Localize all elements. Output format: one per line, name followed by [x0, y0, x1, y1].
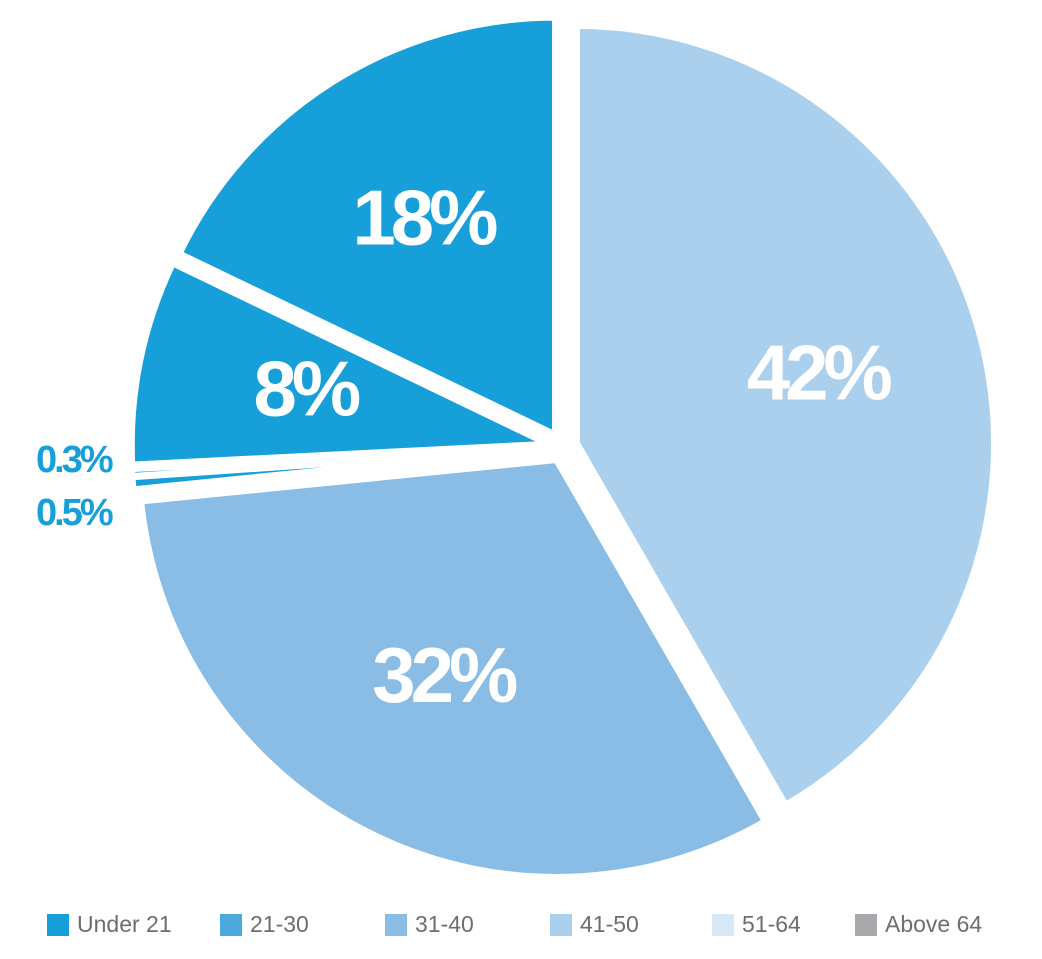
slice-label: 18% [352, 174, 497, 262]
pie-slice [573, 21, 999, 811]
legend-label: 41-50 [580, 911, 639, 937]
pie-slice [174, 13, 560, 441]
legend-swatch [712, 914, 734, 936]
slice-label: 42% [747, 328, 892, 416]
legend-swatch [385, 914, 407, 936]
legend-label: Above 64 [885, 911, 982, 937]
legend-swatch [47, 914, 69, 936]
slice-label: 8% [254, 344, 360, 432]
legend-label: 21-30 [250, 911, 309, 937]
slice-label: 0.5% [36, 492, 113, 534]
legend-swatch [550, 914, 572, 936]
pie-slice [136, 455, 771, 881]
legend-label: Under 21 [77, 911, 172, 937]
legend-swatch [220, 914, 242, 936]
legend-label: 51-64 [742, 911, 801, 937]
slice-label: 0.3% [36, 439, 113, 481]
slice-label: 32% [372, 631, 517, 719]
pie-slice [127, 258, 551, 469]
legend-swatch [855, 914, 877, 936]
pie-slice [128, 444, 550, 494]
legend-label: 31-40 [415, 911, 474, 937]
